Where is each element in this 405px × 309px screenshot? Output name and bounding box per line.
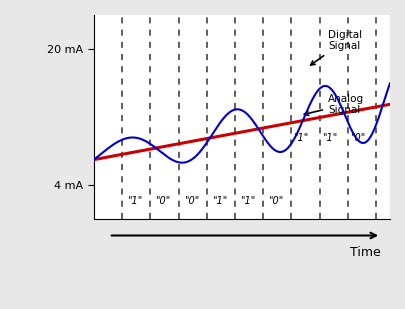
Text: "1": "1": [240, 197, 255, 206]
Text: "0": "0": [156, 197, 171, 206]
Text: "0": "0": [183, 197, 199, 206]
Text: "1": "1": [127, 197, 143, 206]
Text: "0": "0": [268, 197, 284, 206]
Text: Time: Time: [350, 246, 381, 259]
Text: "1": "1": [212, 197, 227, 206]
Text: "1": "1": [294, 133, 309, 143]
Text: "0": "0": [350, 133, 365, 143]
Text: Analog
Signal: Analog Signal: [304, 94, 364, 115]
Text: Digital
Signal: Digital Signal: [311, 30, 362, 65]
Text: "1": "1": [322, 133, 337, 143]
